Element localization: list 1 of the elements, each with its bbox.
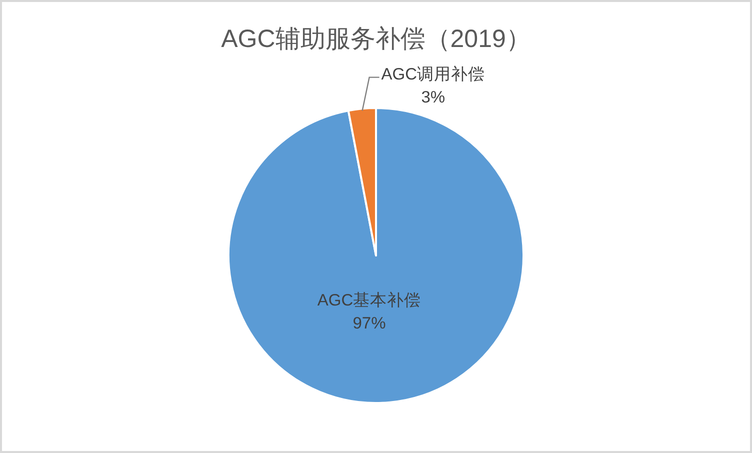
title: AGC辅助服务补偿（2019） [221, 25, 531, 53]
